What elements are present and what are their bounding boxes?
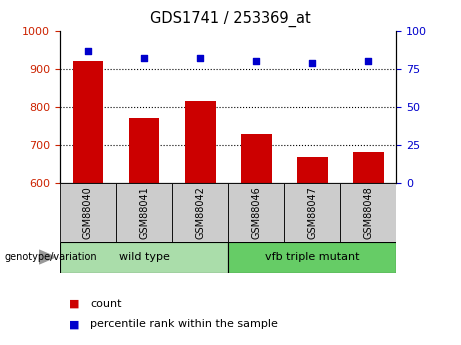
Bar (116, 183, 172, 242)
Polygon shape (39, 250, 55, 264)
Text: genotype/variation: genotype/variation (5, 252, 97, 262)
Text: GDS1741 / 253369_at: GDS1741 / 253369_at (150, 10, 311, 27)
Bar (241, 134, 272, 183)
Text: percentile rank within the sample: percentile rank within the sample (90, 319, 278, 329)
Point (84, 48, 92, 53)
Bar (60, 241, 228, 273)
Bar (340, 183, 396, 242)
Bar (172, 183, 228, 242)
Text: GSM88040: GSM88040 (83, 186, 93, 238)
Point (253, 59, 260, 64)
Bar (297, 157, 328, 183)
Text: GSM88047: GSM88047 (307, 186, 317, 239)
Bar (185, 101, 216, 183)
Text: GSM88041: GSM88041 (139, 186, 149, 238)
Bar (284, 183, 340, 242)
Text: count: count (90, 299, 121, 308)
Text: GSM88046: GSM88046 (251, 186, 261, 238)
Point (365, 59, 372, 64)
Text: wild type: wild type (118, 252, 170, 262)
Bar (353, 152, 384, 183)
Bar (60, 183, 116, 242)
Text: vfb triple mutant: vfb triple mutant (265, 252, 360, 262)
Point (140, 56, 148, 61)
Point (196, 56, 204, 61)
Bar (228, 183, 284, 242)
Bar (228, 241, 396, 273)
Text: GSM88042: GSM88042 (195, 186, 205, 239)
Point (309, 60, 316, 66)
Text: ■: ■ (69, 299, 80, 308)
Bar (72, 61, 103, 183)
Bar (129, 118, 160, 183)
Text: GSM88048: GSM88048 (363, 186, 373, 238)
Text: ■: ■ (69, 319, 80, 329)
